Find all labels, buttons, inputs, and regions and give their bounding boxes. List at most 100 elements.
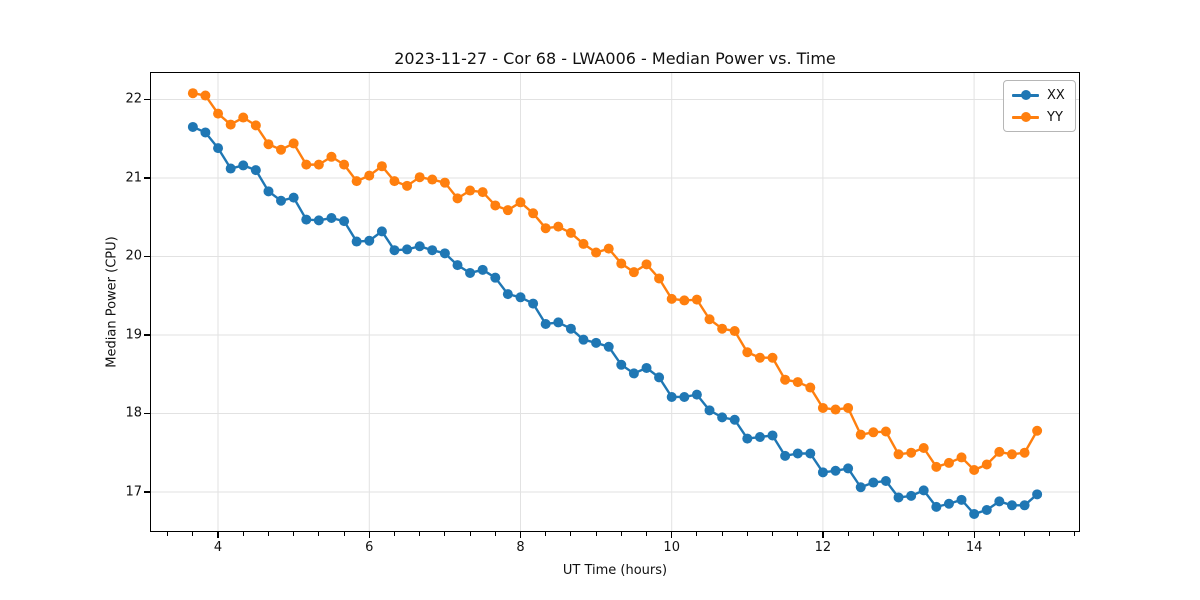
marker-XX	[477, 264, 488, 275]
marker-YY	[376, 161, 387, 172]
marker-YY	[389, 176, 400, 187]
x-minor-tick	[1023, 532, 1025, 536]
marker-YY	[780, 374, 791, 385]
marker-YY	[364, 170, 375, 181]
marker-YY	[502, 205, 513, 216]
legend-item-YY: YY	[1012, 108, 1065, 126]
marker-YY	[729, 326, 740, 337]
marker-YY	[969, 464, 980, 475]
marker-YY	[616, 258, 627, 269]
x-minor-tick	[1049, 532, 1051, 536]
x-tick-label-4: 4	[213, 540, 223, 555]
marker-YY	[326, 151, 337, 162]
y-major-tick	[144, 412, 150, 415]
marker-YY	[704, 314, 715, 325]
marker-YY	[792, 377, 803, 388]
marker-XX	[956, 494, 967, 505]
marker-XX	[578, 334, 589, 345]
x-tick-label-10: 10	[663, 540, 680, 555]
y-major-tick	[144, 491, 150, 493]
marker-XX	[502, 289, 513, 300]
marker-XX	[742, 433, 753, 444]
marker-XX	[994, 496, 1005, 507]
x-axis-label: UT Time (hours)	[562, 563, 668, 578]
marker-XX	[225, 163, 236, 174]
y-major-tick	[144, 98, 150, 101]
marker-YY	[452, 193, 463, 204]
y-major-tick	[144, 177, 150, 179]
marker-YY	[906, 447, 917, 458]
x-major-tick	[671, 532, 673, 538]
marker-YY	[490, 200, 501, 211]
marker-XX	[490, 272, 501, 283]
marker-XX	[792, 448, 803, 459]
y-major-tick	[144, 255, 150, 258]
marker-YY	[641, 259, 652, 270]
marker-XX	[276, 195, 287, 206]
x-minor-tick	[797, 532, 799, 536]
x-minor-tick	[595, 532, 597, 536]
marker-YY	[943, 457, 954, 468]
x-minor-tick	[771, 532, 773, 536]
x-tick-label-12: 12	[814, 540, 832, 555]
x-minor-tick	[923, 532, 925, 536]
marker-YY	[339, 159, 350, 170]
marker-XX	[553, 317, 564, 328]
marker-YY	[603, 243, 614, 254]
marker-XX	[981, 505, 992, 516]
x-minor-tick	[267, 532, 269, 536]
marker-XX	[830, 465, 841, 476]
marker-YY	[238, 112, 249, 123]
marker-XX	[1019, 500, 1030, 511]
marker-YY	[439, 177, 450, 188]
marker-YY	[313, 159, 324, 170]
series-YY	[187, 88, 1043, 475]
marker-YY	[994, 446, 1005, 457]
y-axis-label: Median Power (CPU)	[104, 236, 120, 368]
marker-YY	[717, 323, 728, 334]
marker-YY	[830, 404, 841, 415]
marker-XX	[767, 430, 778, 441]
marker-XX	[704, 405, 715, 416]
marker-XX	[679, 391, 690, 402]
x-minor-tick	[847, 532, 849, 536]
marker-XX	[402, 244, 413, 255]
x-major-tick	[368, 532, 370, 538]
marker-XX	[843, 463, 854, 474]
x-minor-tick	[620, 532, 622, 536]
marker-XX	[603, 341, 614, 352]
x-minor-tick	[293, 532, 295, 536]
x-minor-tick	[444, 532, 446, 536]
x-minor-tick	[570, 532, 572, 536]
marker-YY	[213, 108, 224, 119]
x-minor-tick	[696, 532, 698, 536]
marker-XX	[313, 215, 324, 226]
marker-YY	[187, 88, 198, 99]
marker-XX	[200, 127, 211, 138]
marker-XX	[439, 248, 450, 259]
marker-XX	[326, 213, 337, 224]
x-minor-tick	[192, 532, 194, 536]
marker-YY	[1006, 449, 1017, 460]
marker-XX	[364, 235, 375, 246]
marker-XX	[389, 245, 400, 256]
marker-YY	[276, 144, 287, 155]
marker-XX	[691, 389, 702, 400]
y-tick-label-21: 21	[125, 170, 142, 186]
marker-XX	[515, 292, 526, 303]
marker-YY	[414, 172, 425, 183]
marker-XX	[187, 121, 198, 132]
marker-YY	[893, 449, 904, 460]
marker-XX	[868, 477, 879, 488]
marker-YY	[200, 90, 211, 101]
x-minor-tick	[419, 532, 421, 536]
plot-canvas	[150, 72, 1080, 532]
x-minor-tick	[746, 532, 748, 536]
marker-YY	[263, 139, 274, 150]
legend-item-XX: XX	[1012, 86, 1065, 104]
x-minor-tick	[393, 532, 395, 536]
marker-XX	[805, 448, 816, 459]
marker-YY	[855, 429, 866, 440]
marker-XX	[855, 482, 866, 493]
